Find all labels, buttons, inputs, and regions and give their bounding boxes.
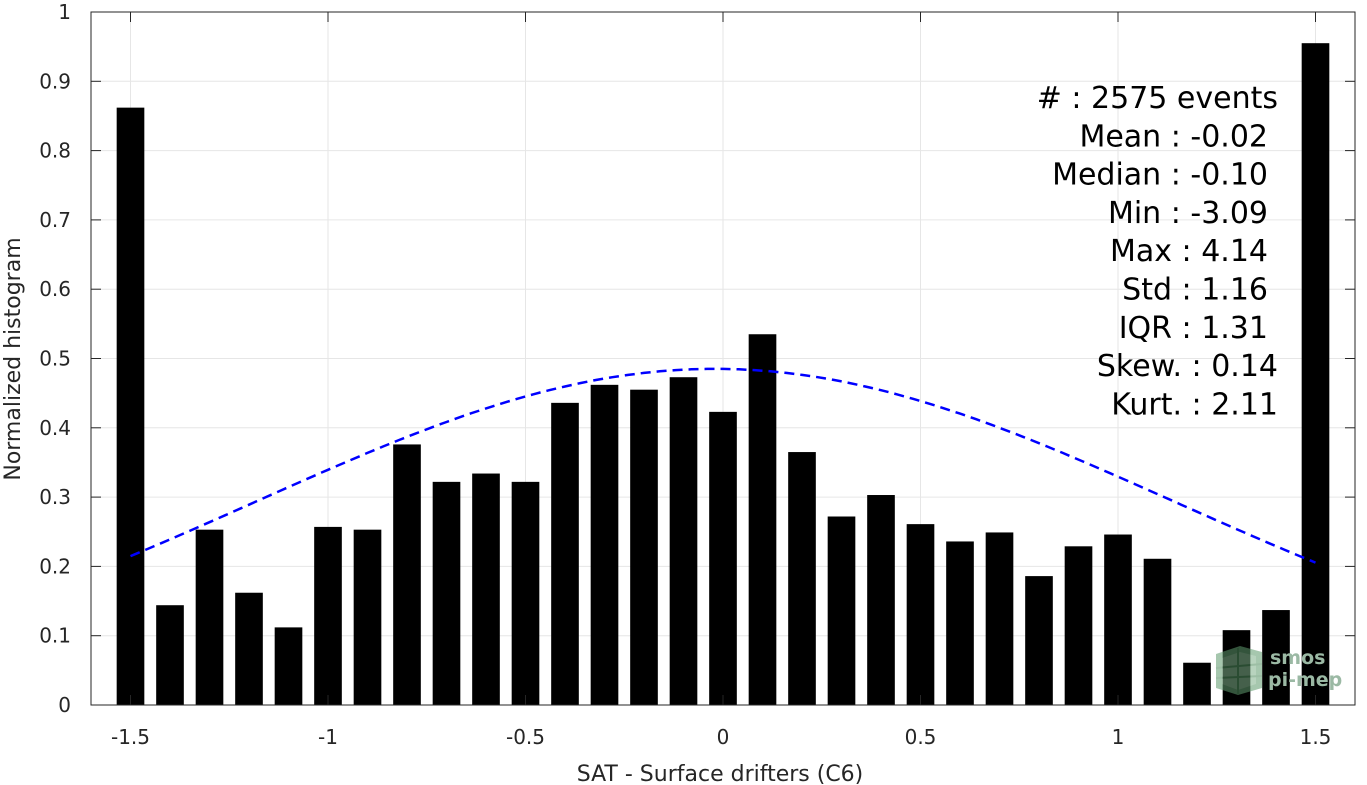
- histogram-bar-6: [353, 529, 382, 705]
- x-tick-label-1: -1: [318, 725, 338, 749]
- y-tick-label-5: 0.5: [39, 347, 71, 371]
- histogram-bar-22: [985, 532, 1014, 705]
- stats-line-2: Median : -0.10: [1052, 158, 1268, 193]
- stats-line-4: Max : 4.14: [1110, 234, 1268, 269]
- histogram-bar-17: [788, 452, 816, 705]
- histogram-bar-9: [472, 473, 500, 705]
- stats-line-0: # : 2575 events: [1037, 81, 1278, 116]
- logo-text-line1: smos: [1270, 647, 1325, 669]
- normal-fit: [130, 367, 1316, 564]
- histogram-bar-27: [1183, 662, 1211, 705]
- stats-line-7: Skew. : 0.14: [1097, 349, 1278, 384]
- x-tick-label-2: -0.5: [506, 725, 545, 749]
- y-axis-label: Normalized histogram: [1, 237, 26, 480]
- stats-line-8: Kurt. : 2.11: [1111, 387, 1278, 422]
- histogram-bar-0: [116, 107, 145, 705]
- histogram-bar-30: [1301, 43, 1330, 706]
- histogram-bar-10: [511, 481, 540, 705]
- histogram-bar-7: [393, 444, 421, 705]
- stats-line-1: Mean : -0.02: [1079, 119, 1268, 154]
- histogram-bar-15: [709, 411, 737, 705]
- y-tick-label-3: 0.3: [39, 485, 71, 509]
- x-axis-label: SAT - Surface drifters (C6): [577, 762, 864, 785]
- stats-line-5: Std : 1.16: [1122, 273, 1268, 308]
- x-tick-label-0: -1.5: [111, 725, 150, 749]
- histogram-bar-20: [906, 524, 935, 705]
- stats-line-3: Min : -3.09: [1108, 196, 1268, 231]
- x-tick-label-4: 0.5: [905, 725, 937, 749]
- y-tick-label-7: 0.7: [39, 208, 71, 232]
- x-tick-label-5: 1: [1112, 725, 1125, 749]
- histogram-bar-13: [630, 389, 658, 705]
- histogram-bar-5: [314, 526, 342, 705]
- x-tick-label-3: 0: [717, 725, 730, 749]
- x-axis-ticks: -1.5 -1 -0.5 0 0.5 1 1.5: [111, 12, 1331, 749]
- histogram-bars: [116, 43, 1330, 706]
- y-tick-label-1: 0.1: [39, 624, 71, 648]
- histogram-bar-12: [590, 384, 619, 705]
- histogram-bar-1: [156, 605, 184, 705]
- x-tick-label-6: 1.5: [1300, 725, 1332, 749]
- histogram-bar-29: [1262, 610, 1290, 705]
- histogram-bar-14: [669, 377, 698, 705]
- smos-pi-mep-logo: smos pi-mep: [1215, 646, 1342, 695]
- histogram-bar-25: [1104, 534, 1132, 705]
- y-tick-label-9: 0.9: [39, 69, 71, 93]
- histogram-bar-8: [432, 481, 461, 705]
- y-tick-label-8: 0.8: [39, 139, 71, 163]
- histogram-bar-3: [235, 592, 263, 705]
- histogram-bar-26: [1143, 558, 1172, 705]
- y-tick-label-4: 0.4: [39, 416, 71, 440]
- stats-line-6: IQR : 1.31: [1119, 311, 1268, 346]
- y-tick-label-0: 0: [58, 693, 71, 717]
- logo-text-line2: pi-mep: [1268, 669, 1342, 691]
- y-tick-label-10: 1: [58, 0, 71, 24]
- y-axis-ticks: 0 0.1 0.2 0.3 0.4 0.5 0.6 0.7 0.8 0.9 1: [39, 0, 1355, 717]
- histogram-bar-16: [748, 334, 777, 705]
- logo-icon: [1215, 646, 1263, 695]
- histogram-bar-4: [274, 627, 303, 705]
- histogram-bar-24: [1064, 546, 1093, 705]
- histogram-bar-19: [867, 495, 895, 705]
- y-tick-label-2: 0.2: [39, 554, 71, 578]
- fit-curve: [130, 367, 1316, 564]
- histogram-bar-18: [827, 516, 856, 705]
- histogram-bar-11: [551, 402, 579, 705]
- histogram-bar-23: [1025, 576, 1053, 705]
- histogram-bar-2: [195, 529, 224, 705]
- histogram-bar-21: [946, 541, 974, 705]
- y-tick-label-6: 0.6: [39, 277, 71, 301]
